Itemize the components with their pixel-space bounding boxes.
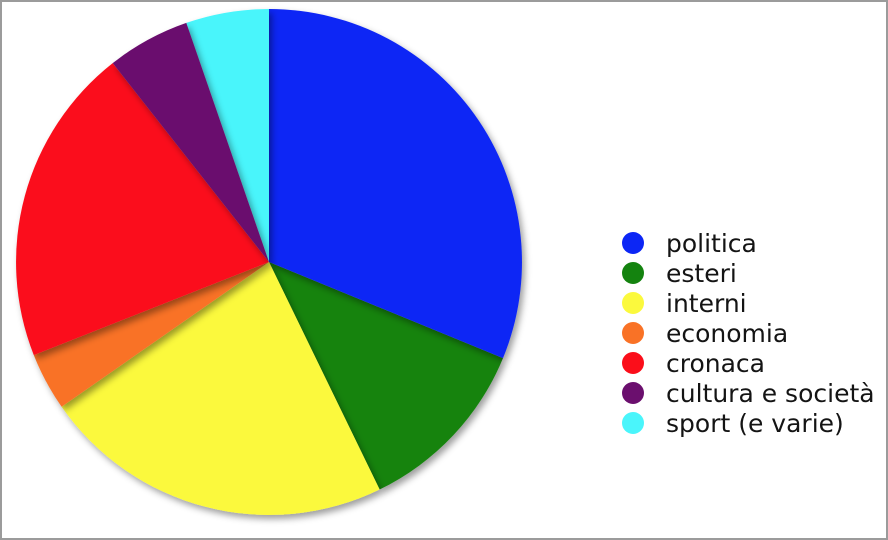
pie-slice-sport-e-varie (186, 9, 269, 262)
legend-item-economia: economia (622, 318, 875, 348)
legend-label-politica: politica (666, 228, 757, 258)
pie-slice-cronaca (16, 63, 269, 356)
legend-swatch-cronaca-icon (622, 352, 644, 374)
legend-item-sport-e-varie: sport (e varie) (622, 408, 875, 438)
legend-label-cultura-e-societa: cultura e società (666, 378, 875, 408)
legend-label-esteri: esteri (666, 258, 737, 288)
legend-label-cronaca: cronaca (666, 348, 765, 378)
pie-slices-group (16, 9, 522, 515)
pie-slice-politica (269, 9, 522, 359)
legend-swatch-politica-icon (622, 232, 644, 254)
legend-item-interni: interni (622, 288, 875, 318)
legend-swatch-sport-e-varie-icon (622, 412, 644, 434)
legend-item-politica: politica (622, 228, 875, 258)
legend-item-cronaca: cronaca (622, 348, 875, 378)
pie-slice-cultura-e-societ (112, 22, 269, 263)
legend-swatch-esteri-icon (622, 262, 644, 284)
pie-slice-esteri (269, 262, 503, 490)
legend-label-sport-e-varie: sport (e varie) (666, 408, 844, 438)
legend-item-esteri: esteri (622, 258, 875, 288)
legend-swatch-economia-icon (622, 322, 644, 344)
legend-item-cultura-e-societa: cultura e società (622, 378, 875, 408)
legend-swatch-interni-icon (622, 292, 644, 314)
legend-label-interni: interni (666, 288, 747, 318)
legend-label-economia: economia (666, 318, 789, 348)
pie-slice-interni (61, 262, 380, 515)
legend-swatch-cultura-e-societa-icon (622, 382, 644, 404)
pie-slice-economia (33, 262, 269, 407)
legend: politica esteri interni economia cronaca… (622, 228, 875, 438)
